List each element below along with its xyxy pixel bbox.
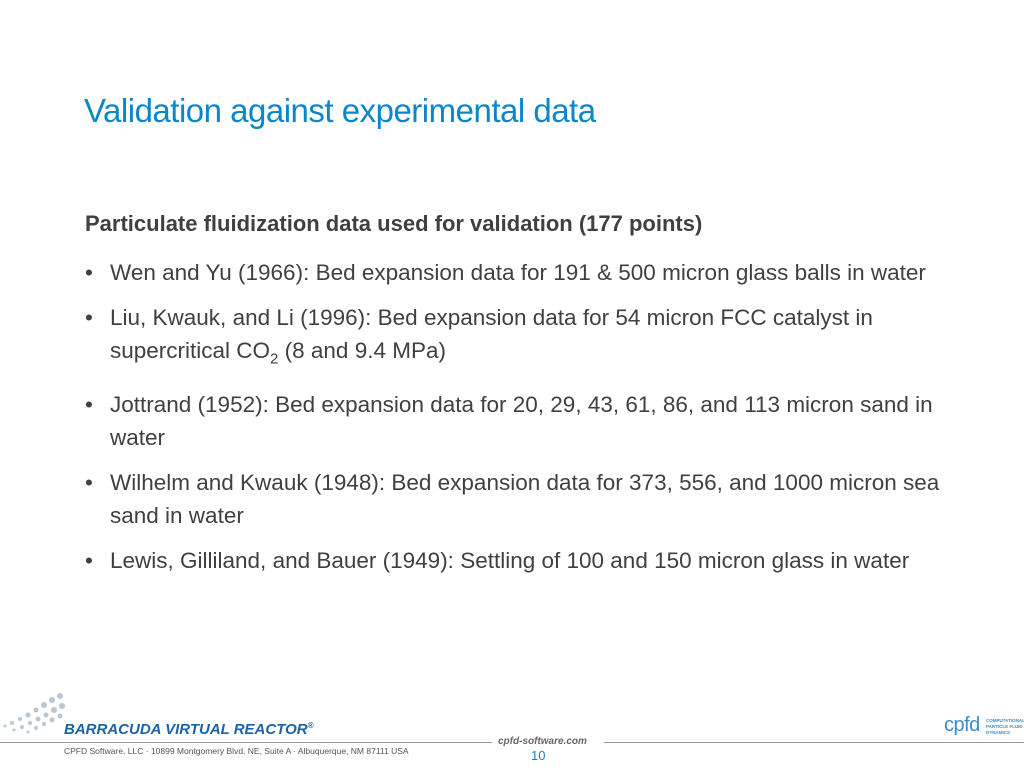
slide-title: Validation against experimental data bbox=[84, 92, 596, 129]
company-logo: cpfd bbox=[944, 714, 980, 736]
section-heading: Particulate fluidization data used for v… bbox=[85, 211, 703, 236]
website: cpfd-software.com bbox=[498, 736, 587, 747]
bullet-item: Jottrand (1952): Bed expansion data for … bbox=[85, 388, 955, 454]
footer-rule bbox=[604, 742, 1024, 743]
bullet-item: Wen and Yu (1966): Bed expansion data fo… bbox=[85, 256, 955, 289]
trademark: ® bbox=[307, 721, 314, 730]
brand-name: BARRACUDA VIRTUAL REACTOR® bbox=[64, 721, 314, 738]
footer-rule bbox=[0, 742, 492, 743]
bullet-item: Wilhelm and Kwauk (1948): Bed expansion … bbox=[85, 466, 955, 532]
logo-tagline: COMPUTATIONAL PARTICLE FLUID DYNAMICS bbox=[986, 718, 1024, 735]
brand-text: BARRACUDA VIRTUAL REACTOR bbox=[64, 721, 308, 738]
bullet-list: Wen and Yu (1966): Bed expansion data fo… bbox=[85, 256, 955, 589]
logo-swoosh bbox=[3, 693, 65, 734]
page-number: 10 bbox=[531, 748, 546, 763]
bullet-item: Lewis, Gilliland, and Bauer (1949): Sett… bbox=[85, 544, 955, 577]
bullet-item: Liu, Kwauk, and Li (1996): Bed expansion… bbox=[85, 301, 955, 376]
bullet-text: (8 and 9.4 MPa) bbox=[278, 338, 446, 363]
address: CPFD Software, LLC · 10899 Montgomery Bl… bbox=[64, 746, 409, 756]
subscript: 2 bbox=[270, 350, 279, 368]
bullet-text: Liu, Kwauk, and Li (1996): Bed expansion… bbox=[110, 305, 873, 363]
